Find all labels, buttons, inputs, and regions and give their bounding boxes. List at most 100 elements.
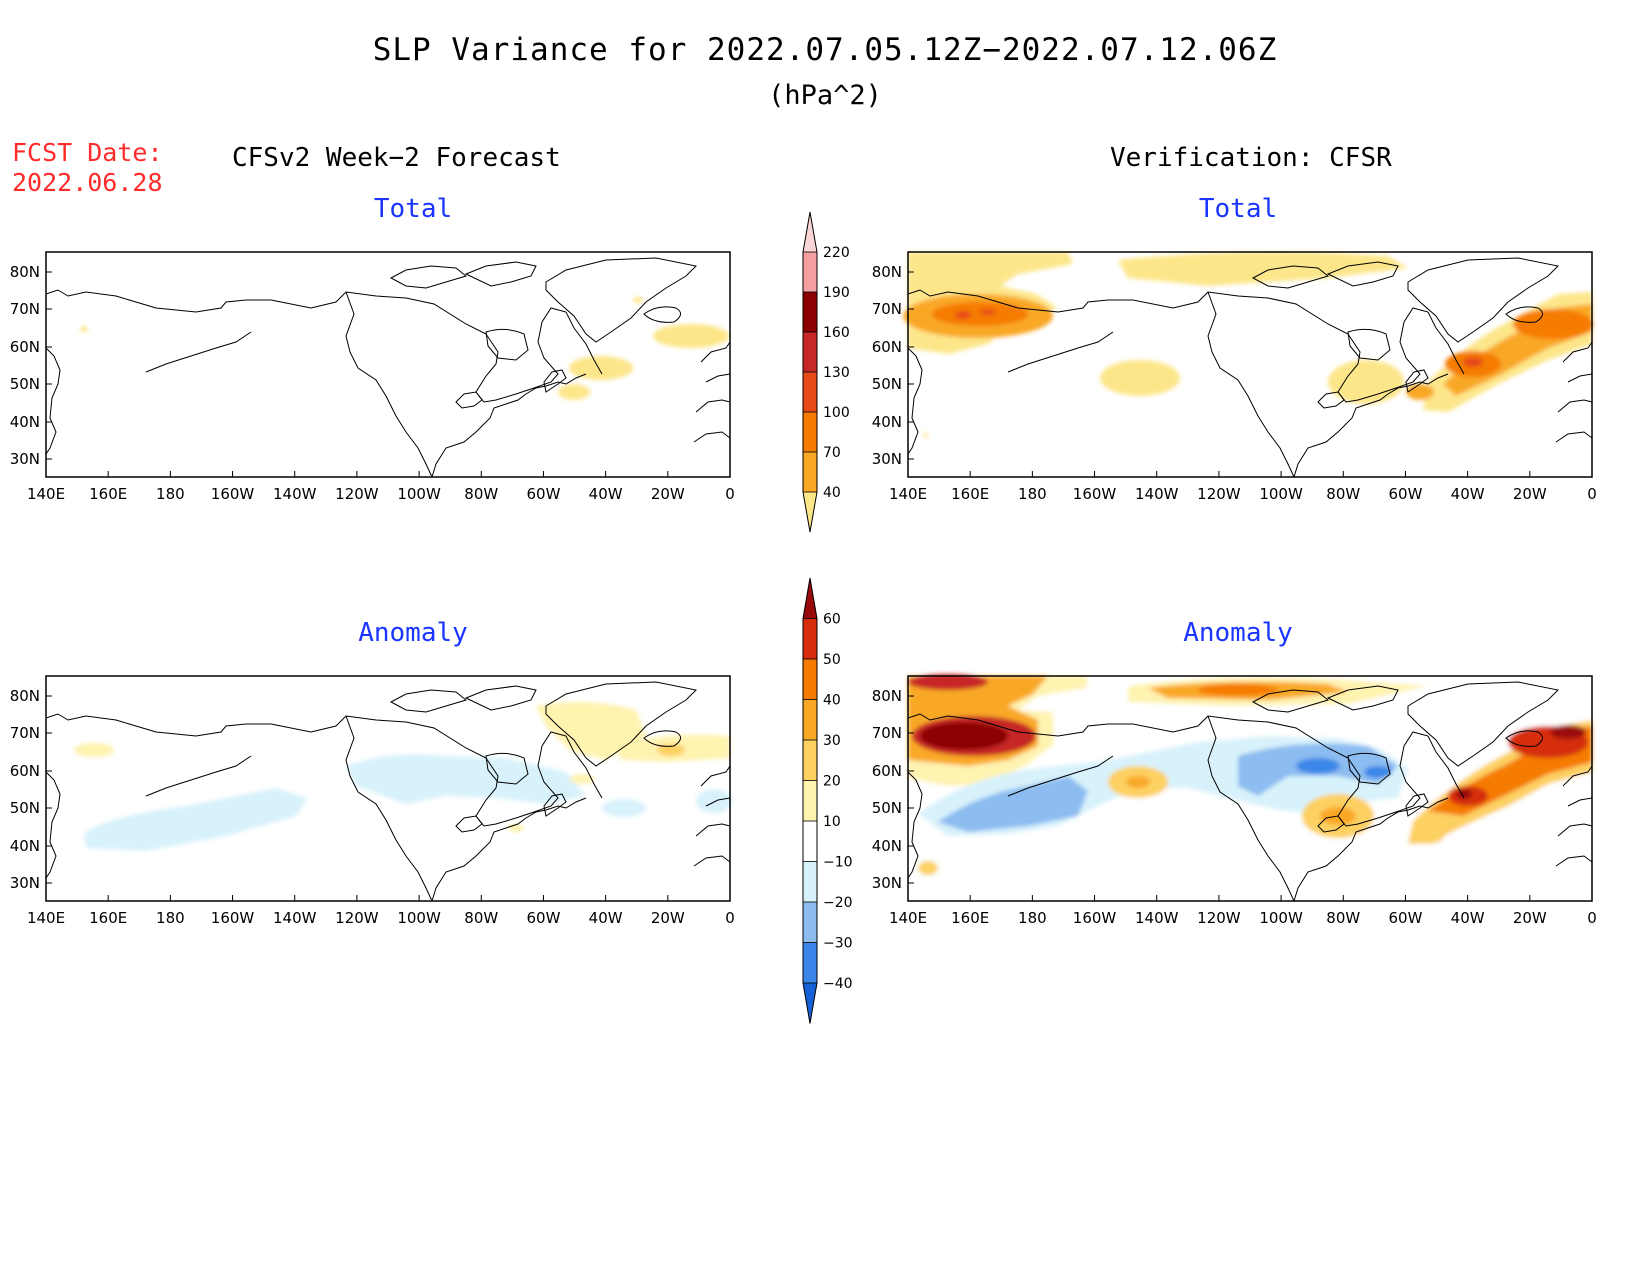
lat-tick-label: 50N (872, 375, 902, 393)
colorbar-label: 190 (823, 285, 850, 301)
coastline-segment (389, 689, 468, 713)
colorbar-label: 40 (823, 485, 841, 501)
verification-anomaly-title: Anomaly (1183, 618, 1293, 648)
colorbar-label: 70 (823, 445, 841, 461)
lat-tick-label: 40N (872, 413, 902, 431)
lat-tick-label: 60N (10, 338, 40, 356)
colorbar-segment (803, 578, 817, 619)
coastline-segment (1317, 815, 1345, 833)
colorbar-segment (803, 452, 817, 492)
coastline-segment (545, 681, 698, 767)
map-panel-verification-total: 140E 160E 180 160W 140W 120W 100W 80W 60W 40W 20W 0… (872, 251, 1597, 503)
lon-tick-label: 0 (1587, 485, 1597, 503)
lon-tick-label: 160E (89, 909, 127, 927)
forecast-anomaly-title: Anomaly (358, 618, 468, 648)
coastline-segment (907, 289, 1465, 403)
lon-tick-label: 80W (1326, 485, 1360, 503)
lon-tick-label: 160W (211, 485, 255, 503)
colorbar-segment (803, 252, 817, 292)
coastline-segment (1007, 331, 1114, 373)
coastline-segment (1347, 752, 1391, 785)
coastline-segment (907, 713, 1465, 827)
lat-tick-label: 30N (872, 874, 902, 892)
lon-tick-label: 140E (889, 909, 927, 927)
coastline-segment (1293, 797, 1449, 902)
coastline-segment (907, 347, 923, 455)
fcst-date-label: FCST Date: (12, 138, 163, 167)
lon-tick-label: 100W (397, 485, 441, 503)
lon-tick-label: 180 (1018, 485, 1047, 503)
colorbar-segment (803, 372, 817, 412)
lon-tick-label: 80W (464, 485, 498, 503)
coastline-segment (693, 341, 731, 443)
lon-tick-label: 60W (526, 909, 560, 927)
coastline-segment (1407, 257, 1560, 343)
coastline-segment (464, 685, 537, 711)
lat-tick-label: 70N (872, 724, 902, 742)
lon-tick-label: 140E (27, 909, 65, 927)
lon-tick-label: 40W (1451, 485, 1485, 503)
map-frame (45, 675, 731, 902)
coastlines (45, 681, 731, 902)
coastlines (907, 257, 1593, 478)
colorbar-label: 20 (823, 774, 841, 790)
lon-tick-label: 120W (335, 909, 379, 927)
coastline-segment (485, 752, 529, 785)
colorbar-segment (803, 699, 817, 740)
lat-tick-label: 80N (10, 687, 40, 705)
colorbar-label: −40 (823, 976, 853, 992)
lon-tick-label: 20W (651, 485, 685, 503)
verification-column-heading: Verification: CFSR (1110, 143, 1392, 173)
colorbar-segment (803, 821, 817, 862)
coastline-segment (431, 797, 587, 902)
coastline-segment (643, 306, 681, 323)
coastline-segment (145, 755, 252, 797)
lon-tick-label: 160W (1073, 485, 1117, 503)
coastline-segment (345, 291, 433, 478)
lon-tick-label: 160E (951, 909, 989, 927)
coastline-segment (1207, 715, 1295, 902)
coastlines (907, 681, 1593, 902)
colorbar-label: 160 (823, 325, 850, 341)
coastline-segment (1207, 291, 1295, 478)
lon-tick-label: 0 (725, 909, 735, 927)
lon-tick-label: 160W (211, 909, 255, 927)
lat-tick-label: 70N (10, 724, 40, 742)
coastline-segment (485, 328, 529, 361)
colorbar-segment (803, 983, 817, 1024)
coastline-segment (1405, 793, 1429, 817)
colorbar-anomaly: −40 −30 −20 −10 10 20 30 40 50 60 (802, 577, 853, 1024)
coastline-segment (1317, 391, 1345, 409)
lat-tick-label: 60N (872, 338, 902, 356)
colorbar-segment (803, 780, 817, 821)
lon-tick-label: 120W (335, 485, 379, 503)
lon-tick-label: 160E (951, 485, 989, 503)
lat-tick-label: 60N (10, 762, 40, 780)
lon-tick-label: 80W (464, 909, 498, 927)
lon-tick-label: 140W (273, 485, 317, 503)
lat-tick-label: 50N (872, 799, 902, 817)
lat-tick-label: 70N (872, 300, 902, 318)
lon-tick-label: 20W (651, 909, 685, 927)
coastline-segment (543, 369, 567, 393)
lon-tick-label: 100W (1259, 909, 1303, 927)
map-frame (907, 675, 1593, 902)
lat-tick-label: 50N (10, 799, 40, 817)
lon-tick-label: 20W (1513, 909, 1547, 927)
fcst-date-block: FCST Date: 2022.06.28 (12, 138, 163, 198)
coastline-segment (543, 793, 567, 817)
coastline-segment (455, 391, 483, 409)
lon-tick-label: 140W (1135, 485, 1179, 503)
colorbar-label: 60 (823, 612, 841, 628)
map-frame (45, 251, 731, 478)
coastline-segment (464, 261, 537, 287)
coastline-segment (431, 373, 587, 478)
coastline-segment (907, 771, 923, 879)
lon-tick-label: 160E (89, 485, 127, 503)
lon-tick-label: 140W (1135, 909, 1179, 927)
forecast-column-heading: CFSv2 Week−2 Forecast (232, 143, 561, 173)
colorbar-label: 10 (823, 814, 841, 830)
coastline-segment (1405, 369, 1429, 393)
colorbar-label: 130 (823, 365, 850, 381)
